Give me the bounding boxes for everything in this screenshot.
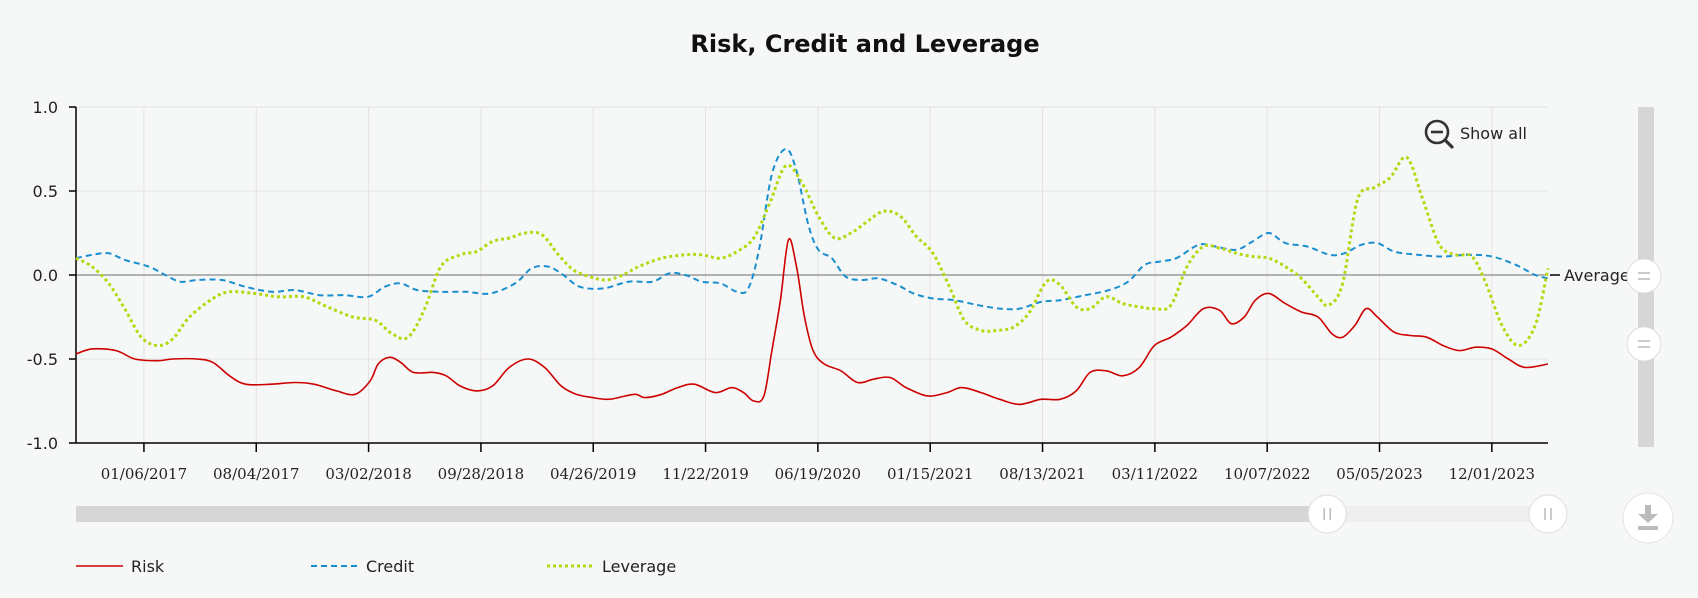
- average-label: Average: [1564, 266, 1630, 285]
- x-tick-label: 09/28/2018: [438, 465, 524, 483]
- average-line-group: Average: [76, 266, 1630, 285]
- legend-label: Credit: [366, 557, 414, 576]
- x-tick-label: 03/02/2018: [325, 465, 411, 483]
- legend-label: Leverage: [602, 557, 676, 576]
- vertical-scroll-handle-bottom[interactable]: [1626, 326, 1662, 362]
- y-tick-label: 1.0: [33, 98, 58, 117]
- zoom-out-icon: [1424, 119, 1454, 149]
- chart-axes: 1.0 0.5 0.0 -0.5 -1.0 01/06/2017 08/04/2017 03/…: [27, 98, 1548, 483]
- x-tick-label: 12/01/2023: [1449, 465, 1535, 483]
- navigator-selected-range: [1327, 506, 1548, 522]
- x-tick-label: 11/22/2019: [662, 465, 748, 483]
- show-all-label: Show all: [1460, 124, 1527, 143]
- x-tick-label: 06/19/2020: [775, 465, 861, 483]
- navigator-handle-right[interactable]: [1528, 494, 1568, 534]
- chart-title: Risk, Credit and Leverage: [690, 30, 1039, 58]
- x-tick-label: 10/07/2022: [1224, 465, 1310, 483]
- x-tick-label: 08/13/2021: [999, 465, 1085, 483]
- legend-item-leverage[interactable]: Leverage: [547, 557, 676, 576]
- y-tick-label: 0.0: [33, 266, 58, 285]
- series-line-credit: [75, 148, 1549, 311]
- vertical-scroll-handle-top[interactable]: [1626, 258, 1662, 294]
- x-tick-label: 05/05/2023: [1336, 465, 1422, 483]
- x-tick-label: 04/26/2019: [550, 465, 636, 483]
- y-tick-label: -0.5: [27, 350, 58, 369]
- navigator-handle-knob: [1307, 494, 1347, 534]
- x-tick-label: 01/06/2017: [101, 465, 187, 483]
- navigator-handle-left[interactable]: [1307, 494, 1347, 534]
- series-line-leverage: [75, 155, 1550, 348]
- x-tick-label: 03/11/2022: [1112, 465, 1198, 483]
- navigator-track: [76, 506, 1548, 522]
- show-all-button[interactable]: Show all: [1424, 119, 1527, 149]
- chart-series: [75, 148, 1550, 406]
- y-tick-label: -1.0: [27, 434, 58, 453]
- vertical-scrollbar[interactable]: [1626, 107, 1662, 447]
- range-navigator[interactable]: [76, 494, 1568, 534]
- x-tick-label: 08/04/2017: [213, 465, 299, 483]
- chart-legend: Risk Credit Leverage: [76, 557, 676, 576]
- legend-item-credit[interactable]: Credit: [311, 557, 414, 576]
- legend-item-risk[interactable]: Risk: [76, 557, 165, 576]
- navigator-handle-knob: [1528, 494, 1568, 534]
- legend-label: Risk: [131, 557, 165, 576]
- download-button[interactable]: [1622, 492, 1674, 544]
- download-icon: [1638, 505, 1658, 530]
- series-line-risk: [75, 237, 1549, 406]
- y-tick-label: 0.5: [33, 182, 58, 201]
- x-tick-label: 01/15/2021: [887, 465, 973, 483]
